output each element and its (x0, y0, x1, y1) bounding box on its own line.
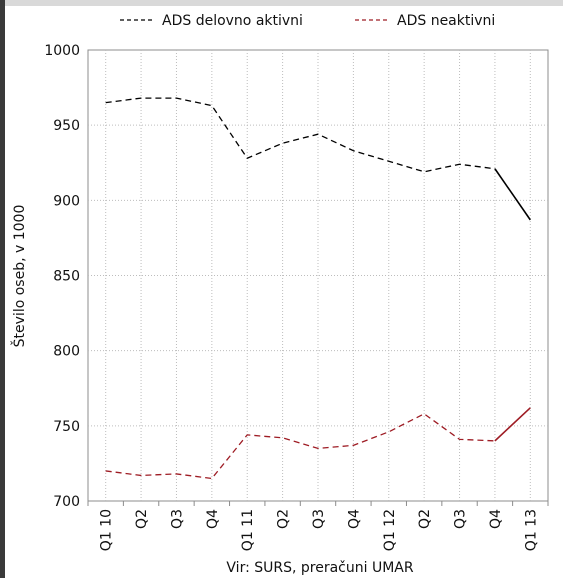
x-tick-label: Q1 13 (523, 509, 539, 551)
x-axis: Q1 10 Q2 Q3 Q4 Q1 11 Q2 Q3 Q4 Q1 12 Q2 Q3 Q4 Q1 13 (87, 501, 549, 551)
series-line-2-last-segment (494, 407, 531, 442)
y-tick-label: 700 (53, 494, 80, 510)
y-tick-label: 1000 (44, 43, 80, 59)
x-tick-label: Q3 (169, 509, 185, 529)
y-tick-label: 800 (53, 344, 80, 360)
gridlines (88, 50, 548, 501)
y-axis-title: Število oseb, v 1000 (10, 205, 28, 348)
y-tick-label: 900 (53, 193, 80, 209)
x-tick-label: Q4 (205, 509, 221, 529)
y-tick-label: 950 (53, 118, 80, 134)
x-tick-label: Q2 (417, 509, 433, 529)
top-border-bar (0, 0, 563, 6)
left-border-bar (0, 0, 5, 578)
x-tick-label: Q2 (276, 509, 292, 529)
series-line-1-last-segment (494, 168, 531, 221)
series-lines (105, 97, 531, 480)
x-tick-label: Q3 (311, 509, 327, 529)
x-tick-label: Q3 (453, 509, 469, 529)
x-tick-label: Q1 10 (99, 509, 115, 551)
y-axis: 700 750 800 850 900 950 1000 (44, 43, 80, 510)
x-tick-label: Q4 (488, 509, 504, 529)
series-line-2 (105, 413, 495, 480)
x-tick-label: Q4 (346, 509, 362, 529)
source-note: Vir: SURS, preračuni UMAR (226, 560, 413, 576)
x-tick-label: Q1 12 (382, 509, 398, 551)
x-tick-label: Q1 11 (240, 509, 256, 551)
series-line-1 (105, 97, 496, 173)
y-tick-label: 750 (53, 419, 80, 435)
legend-label-series-2: ADS neaktivni (397, 13, 495, 29)
legend-label-series-1: ADS delovno aktivni (162, 13, 303, 29)
x-tick-label: Q2 (134, 509, 150, 529)
legend: ADS delovno aktivni ADS neaktivni (120, 13, 495, 29)
y-tick-label: 850 (53, 269, 80, 285)
